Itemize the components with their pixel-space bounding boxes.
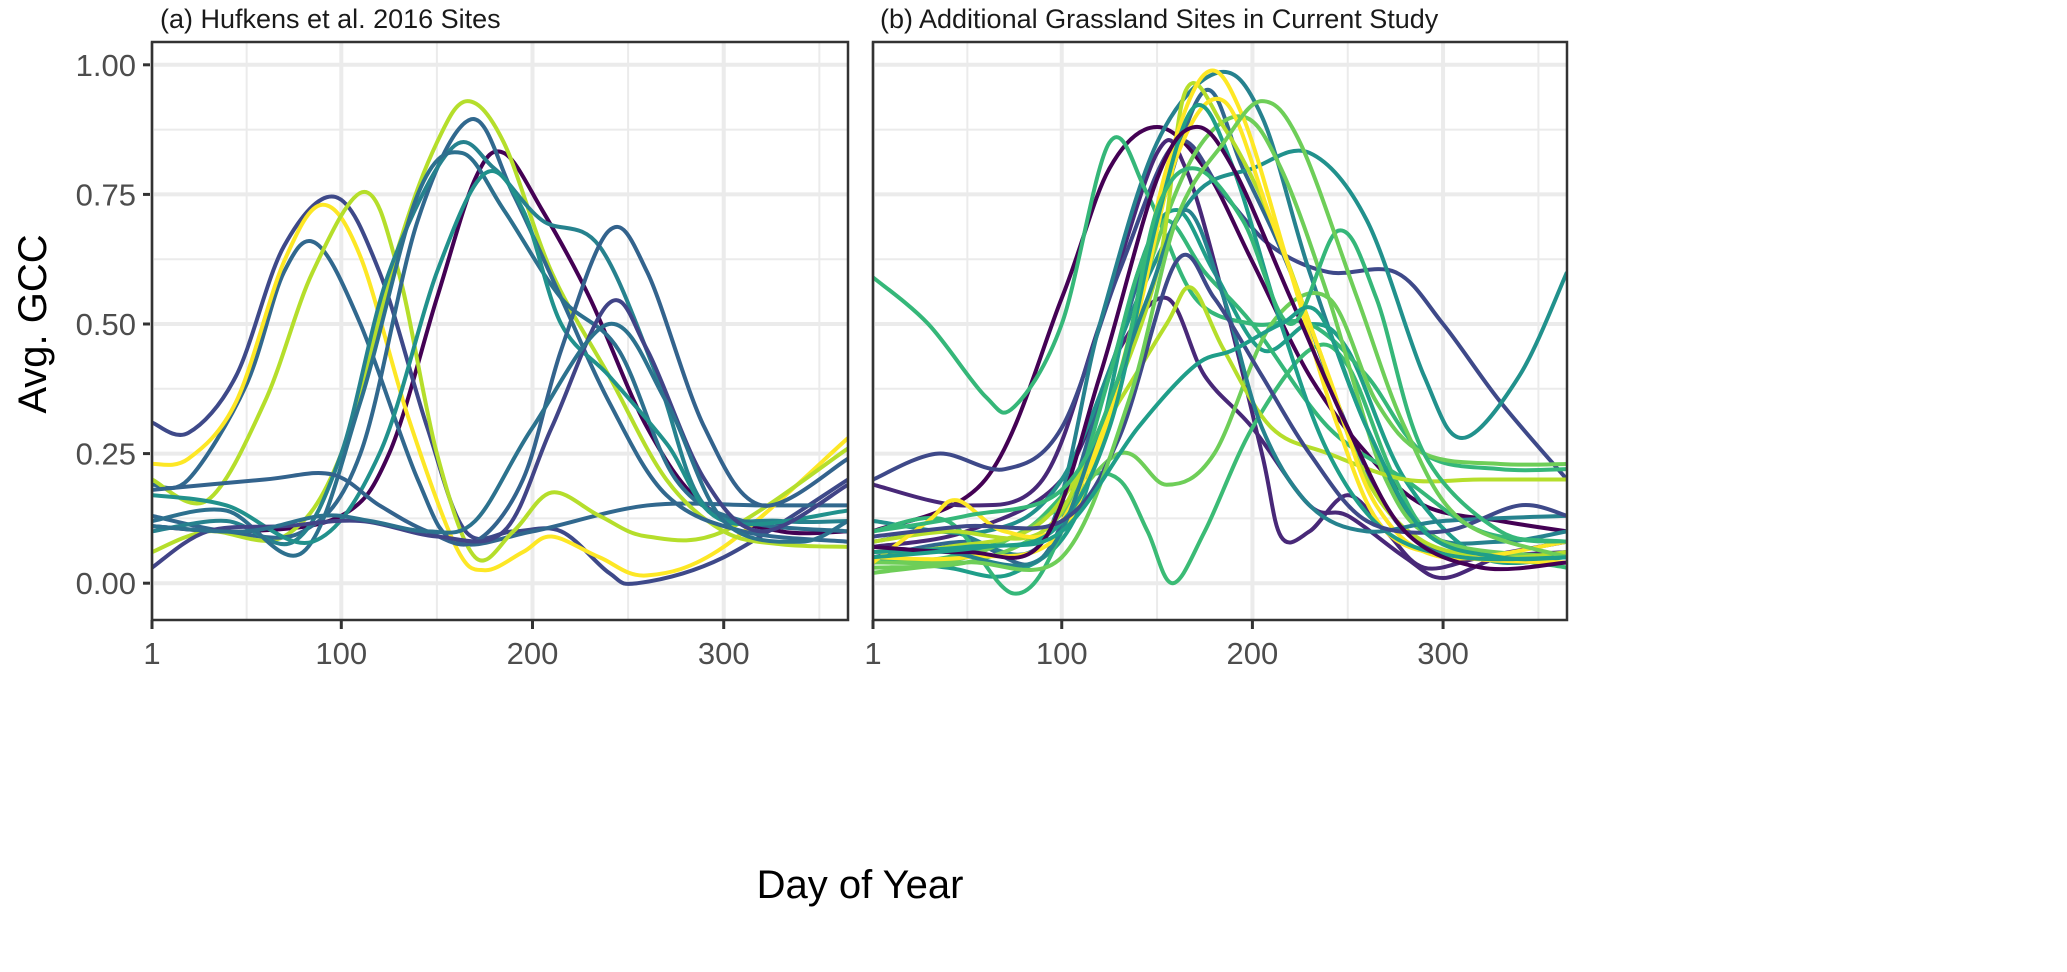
series-line-16 — [873, 68, 1567, 565]
panel-border — [150, 40, 850, 622]
x-tick-label: 100 — [1036, 636, 1088, 671]
series-line-4 — [152, 202, 848, 578]
y-tick-label: 0.75 — [76, 177, 136, 212]
series-line-9 — [152, 150, 848, 558]
y-axis-title: Avg. GCC — [11, 234, 55, 413]
series-line-5 — [152, 189, 848, 563]
series-line-11 — [152, 224, 848, 547]
y-tick-label: 0.50 — [76, 307, 136, 342]
panel-a: 0.00 0.25 0.50 0.75 1.00 1 100 200 300 — [76, 40, 850, 671]
series-line-23 — [873, 99, 1567, 575]
series-line-22 — [873, 166, 1567, 544]
x-tick-label: 200 — [1227, 636, 1279, 671]
x-tick-label: 300 — [1417, 636, 1469, 671]
series-line-24 — [873, 305, 1567, 562]
panel-border — [871, 40, 1569, 622]
series-line-10 — [152, 169, 848, 545]
y-tick-label: 1.00 — [76, 48, 136, 83]
x-axis-title: Day of Year — [757, 863, 964, 907]
x-tick-label: 200 — [507, 636, 559, 671]
panel-b-title: (b) Additional Grassland Sites in Curren… — [880, 4, 1439, 34]
x-tick-label: 1 — [143, 636, 160, 671]
x-tick-label: 100 — [315, 636, 367, 671]
series-line-3 — [152, 239, 848, 547]
series-line-19 — [873, 207, 1567, 568]
series-line-13 — [152, 321, 848, 544]
panel-a-title: (a) Hufkens et al. 2016 Sites — [160, 4, 501, 34]
x-tick-label: 300 — [698, 636, 750, 671]
panel-b: 1 100 200 300 — [864, 40, 1569, 671]
series-line-3 — [873, 138, 1567, 482]
y-tick-label: 0.00 — [76, 566, 136, 601]
x-tick-label: 1 — [864, 636, 881, 671]
y-tick-label: 0.25 — [76, 437, 136, 472]
